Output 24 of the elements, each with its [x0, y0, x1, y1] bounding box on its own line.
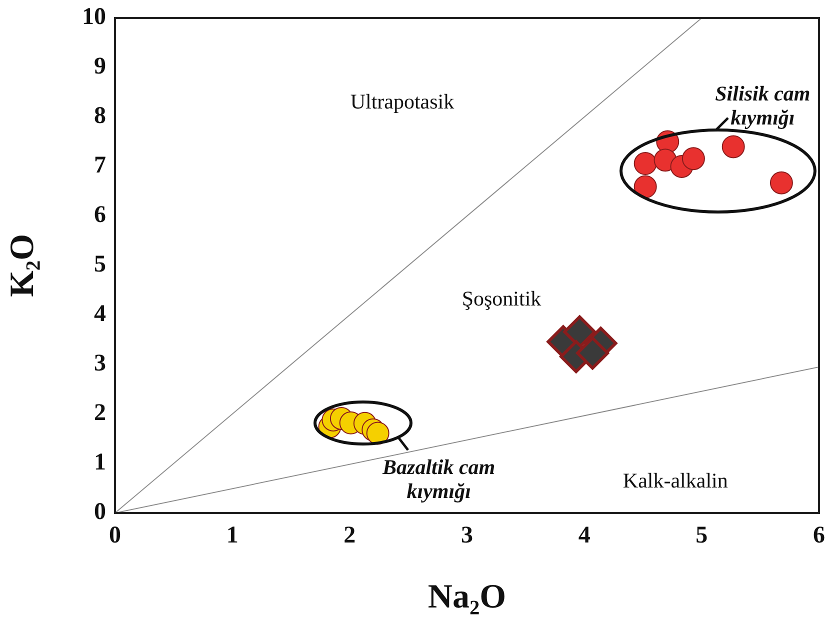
annotation: Silisik cam kıymığı — [715, 82, 810, 130]
y-axis-title: K₂O — [4, 234, 42, 298]
x-tick-label: 1 — [226, 522, 238, 549]
annotation: Şoşonitik — [462, 286, 542, 311]
annotation: Bazaltik cam kıymığı — [382, 455, 496, 504]
annotation: Ultrapotasik — [350, 90, 455, 114]
x-tick-label: 5 — [696, 522, 708, 549]
y-tick-label: 4 — [94, 301, 106, 328]
x-tick-label: 3 — [461, 522, 473, 549]
x-axis-title: Na₂O — [428, 578, 506, 616]
y-tick-label: 1 — [94, 450, 106, 476]
y-tick-label: 5 — [94, 252, 106, 278]
y-tick-label: 7 — [94, 152, 106, 179]
y-tick-label: 6 — [94, 202, 106, 228]
y-tick-label: 2 — [94, 400, 106, 426]
annotation: Kalk-alkalin — [622, 468, 728, 492]
x-tick-label: 4 — [578, 522, 590, 549]
y-tick-label: 10 — [82, 4, 106, 30]
x-tick-label: 2 — [344, 522, 356, 549]
y-tick-label: 8 — [94, 103, 106, 130]
x-tick-label: 6 — [813, 522, 825, 549]
y-tick-label: 0 — [94, 499, 106, 526]
y-tick-label: 9 — [94, 54, 106, 80]
y-tick-label: 3 — [94, 350, 106, 377]
